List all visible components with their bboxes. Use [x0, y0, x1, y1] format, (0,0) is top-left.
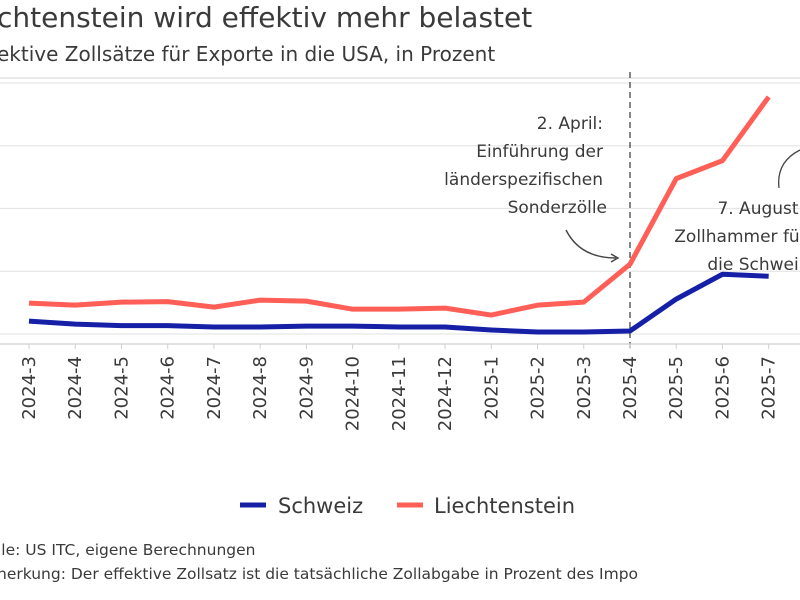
- annotation-april-arrow: [565, 229, 617, 259]
- x-tick-label: 2024-4: [65, 356, 86, 420]
- x-tick-label: 2024-11: [389, 356, 410, 431]
- x-tick-label: 2025-6: [712, 356, 733, 420]
- gridlines: [0, 77, 800, 335]
- x-tick-label: 2025-7: [759, 356, 780, 420]
- x-tick-label: 2025-4: [620, 356, 641, 420]
- x-tick-label: 2024-10: [343, 356, 364, 431]
- x-tick-label: 2024-9: [296, 356, 317, 420]
- x-tick-label: 2024-7: [204, 356, 225, 420]
- x-tick-label: 2024-12: [435, 356, 456, 431]
- legend: Schweiz Liechtenstein: [240, 494, 575, 518]
- annotation-august: 7. August Zollhammer fü die Schwei: [674, 199, 799, 275]
- annotation-april-line: 2. April:: [537, 114, 603, 134]
- x-tick-label: 2024-3: [19, 356, 40, 420]
- annotation-august-line: Zollhammer fü: [674, 227, 799, 247]
- series-line-liechtenstein: [28, 95, 771, 318]
- chart-subtitle: ektive Zollsätze für Exporte in die USA,…: [0, 42, 495, 66]
- footer-source: lle: US ITC, eigene Berechnungen: [0, 541, 255, 559]
- arrowhead-icon: [610, 253, 620, 263]
- legend-label-schweiz: Schweiz: [278, 494, 363, 518]
- annotation-april: 2. April: Einführung der länderspezifisc…: [444, 114, 607, 218]
- annotation-april-line: Sonderzölle: [508, 198, 607, 218]
- legend-label-liechtenstein: Liechtenstein: [434, 494, 575, 518]
- x-tick-label: 2024-6: [158, 356, 179, 420]
- x-tick-label: 2024-8: [250, 356, 271, 420]
- x-tick-label: 2025-5: [666, 356, 687, 420]
- x-tick-label: 2025-1: [481, 356, 502, 420]
- annotation-august-line: die Schwei: [707, 255, 798, 275]
- x-tick-label: 2025-2: [528, 356, 549, 420]
- x-axis: 2024-3 2024-4 2024-5 2024-6 2024-7 2024-8 2024…: [0, 343, 800, 431]
- annotation-april-line: Einführung der: [476, 142, 603, 162]
- annotation-august-arrow: [778, 149, 800, 189]
- footer-note: nerkung: Der effektive Zollsatz ist die …: [0, 565, 638, 583]
- x-tick-label: 2025-3: [574, 356, 595, 420]
- annotation-august-line: 7. August: [717, 199, 798, 219]
- chart-title: chtenstein wird effektiv mehr belastet: [0, 1, 532, 34]
- x-tick-label: 2024-5: [111, 356, 132, 420]
- series-lines: [28, 95, 771, 335]
- annotation-april-line: länderspezifischen: [444, 170, 603, 190]
